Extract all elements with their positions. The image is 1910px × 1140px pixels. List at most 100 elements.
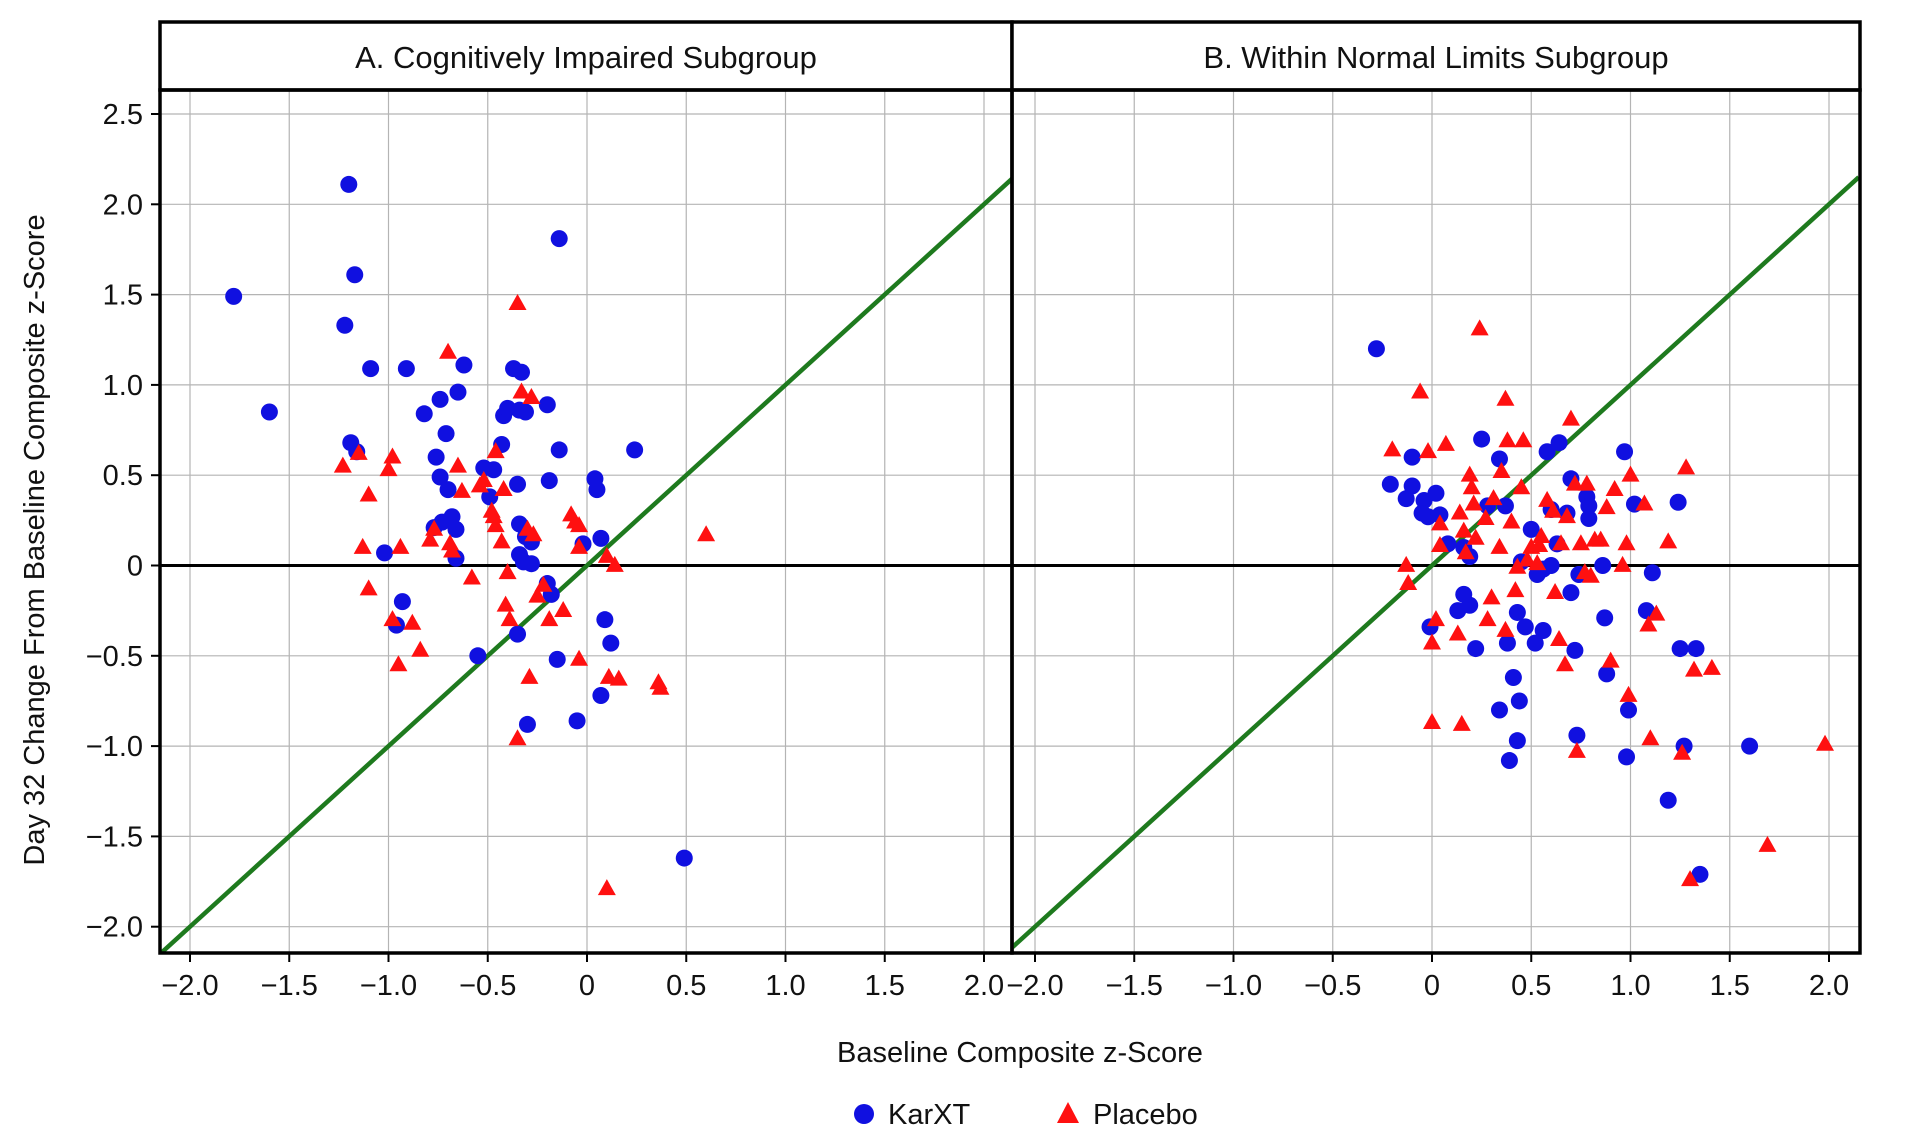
point-placebo <box>1508 557 1527 574</box>
point-karxt <box>548 650 566 668</box>
point-karxt <box>397 360 415 378</box>
point-karxt <box>1367 340 1385 358</box>
point-karxt <box>1498 634 1516 652</box>
panel-title: B. Within Normal Limits Subgroup <box>1203 40 1668 75</box>
point-placebo <box>605 555 624 572</box>
point-placebo <box>425 519 444 536</box>
point-placebo <box>1702 658 1721 675</box>
point-placebo <box>1532 527 1551 544</box>
point-karxt <box>1490 450 1508 468</box>
point-placebo <box>1565 474 1584 491</box>
point-karxt <box>1427 484 1445 502</box>
point-placebo <box>522 387 541 404</box>
y-tick-label: 1.0 <box>103 370 143 402</box>
panel-header <box>158 20 1014 92</box>
x-tick-label: 1.0 <box>1610 970 1650 1002</box>
point-placebo <box>486 442 505 459</box>
point-placebo <box>1530 536 1549 553</box>
point-placebo <box>1514 431 1533 448</box>
point-karxt <box>1616 443 1634 461</box>
point-placebo <box>697 525 716 542</box>
point-placebo <box>1681 870 1700 887</box>
point-placebo <box>462 568 481 585</box>
point-placebo <box>1641 729 1660 746</box>
point-placebo <box>1544 501 1563 518</box>
point-placebo <box>1677 458 1696 475</box>
point-placebo <box>1591 530 1610 547</box>
point-placebo <box>1462 478 1481 495</box>
identity-line <box>160 175 1012 953</box>
point-placebo <box>570 649 589 666</box>
point-placebo <box>389 655 408 672</box>
y-axis-label: Day 32 Change From Baseline Composite z-… <box>19 214 51 865</box>
x-tick-label: 0 <box>1424 970 1440 1002</box>
point-placebo <box>1561 409 1580 426</box>
y-tick-label: −0.5 <box>86 641 143 673</box>
point-karxt <box>675 849 693 867</box>
point-karxt <box>1516 618 1534 636</box>
point-placebo <box>1478 610 1497 627</box>
legend-label: Placebo <box>1093 1099 1198 1131</box>
point-placebo <box>524 525 543 542</box>
point-placebo <box>1605 480 1624 497</box>
y-ticks: 2.5 2.0 1.5 1.0 0.5 0 −0.5 −1.0 −1.5 −2.0 <box>86 99 160 944</box>
point-placebo <box>1635 494 1654 511</box>
point-placebo <box>496 595 515 612</box>
x-tick-label: −1.5 <box>1106 970 1163 1002</box>
point-karxt <box>1403 477 1421 495</box>
y-tick-label: 1.5 <box>103 280 143 312</box>
y-tick-label: −1.5 <box>86 821 143 853</box>
point-placebo <box>1639 615 1658 632</box>
point-karxt <box>509 475 527 493</box>
x-tick-label: 0 <box>579 970 595 1002</box>
point-placebo <box>1601 651 1620 668</box>
point-karxt <box>481 488 499 506</box>
point-placebo <box>1492 461 1511 478</box>
x-ticks: −2.0 −1.5 −1.0 −0.5 0 0.5 1.0 1.5 2.0 <box>161 953 1004 1002</box>
y-tick-label: 0.5 <box>103 460 143 492</box>
point-karxt <box>427 448 445 466</box>
x-tick-label: −1.0 <box>360 970 417 1002</box>
point-placebo <box>1613 555 1632 572</box>
point-placebo <box>448 456 467 473</box>
point-karxt <box>1510 692 1528 710</box>
point-placebo <box>1552 534 1571 551</box>
point-placebo <box>1581 566 1600 583</box>
point-placebo <box>1619 685 1638 702</box>
point-karxt <box>1618 748 1636 766</box>
point-placebo <box>421 530 440 547</box>
point-karxt <box>1500 752 1518 770</box>
panel-title: A. Cognitively Impaired Subgroup <box>355 40 817 75</box>
point-karxt <box>1542 557 1560 574</box>
point-placebo <box>1436 434 1455 451</box>
point-karxt <box>1598 665 1616 683</box>
point-karxt <box>1741 737 1759 755</box>
point-karxt <box>1461 596 1479 614</box>
point-placebo <box>540 610 559 627</box>
x-ticks: −2.0 −1.5 −1.0 −0.5 0 0.5 1.0 1.5 2.0 <box>1006 953 1849 1002</box>
point-placebo <box>1456 543 1475 560</box>
point-placebo <box>494 480 513 497</box>
point-placebo <box>508 729 527 746</box>
point-placebo <box>534 575 553 592</box>
point-placebo <box>486 516 505 533</box>
point-placebo <box>379 460 398 477</box>
point-placebo <box>411 640 430 657</box>
x-tick-label: 1.5 <box>1710 970 1750 1002</box>
point-karxt <box>431 468 449 486</box>
point-karxt <box>1659 791 1677 809</box>
data-points <box>1367 319 1835 887</box>
point-placebo <box>1454 521 1473 538</box>
point-placebo <box>1673 743 1692 760</box>
point-karxt <box>455 356 473 374</box>
point-karxt <box>1669 493 1687 511</box>
point-placebo <box>1506 581 1525 598</box>
point-placebo <box>1430 514 1449 531</box>
point-placebo <box>570 516 589 533</box>
point-karxt <box>1522 520 1540 538</box>
point-karxt <box>1538 443 1556 461</box>
legend-marker-triangle <box>1057 1102 1079 1123</box>
point-placebo <box>1550 629 1569 646</box>
legend: KarXT Placebo <box>854 1099 1198 1131</box>
point-karxt <box>362 360 380 378</box>
